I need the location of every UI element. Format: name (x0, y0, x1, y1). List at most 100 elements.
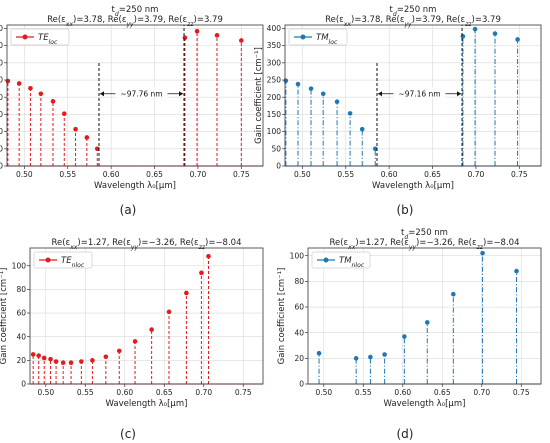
panel-label-c: (c) (120, 427, 136, 441)
legend-label: TEloc (38, 33, 58, 46)
x-tick-label: 0.75 (235, 388, 252, 397)
y-tick-label: 80 (294, 277, 304, 286)
chart-panel-a: ~97.76 nm 0.50 0.55 0.60 0.65 0.70 0.75 0 50 100 1… (0, 5, 264, 191)
stem-marker (460, 34, 466, 39)
stem-marker (451, 291, 456, 297)
plot-frame (284, 24, 542, 167)
stem-marker (424, 320, 430, 325)
chart-panel-d: 0.50 0.55 0.60 0.65 0.70 0.75 0 20 40 60 80 100 Wave… (277, 228, 542, 409)
stem-marker (90, 358, 95, 363)
stem-marker (295, 81, 301, 87)
y-tick-label: 150 (0, 110, 3, 119)
y-tick-label: 50 (271, 144, 281, 153)
stem-marker (359, 126, 365, 132)
stem-marker (60, 360, 66, 366)
y-tick-label: 60 (16, 309, 26, 318)
chart-title-line1: td=250 nm (401, 228, 448, 241)
stem-marker (514, 268, 519, 274)
chart-title-line2: Re(εxx)=3.78, Re(εyy)=3.79, Re(εzz)=3.79 (47, 15, 223, 28)
stem-marker (50, 99, 56, 104)
stem-marker (28, 85, 33, 91)
y-tick-label: 20 (16, 356, 26, 365)
x-tick-label: 0.60 (116, 388, 133, 397)
y-tick-label: 350 (267, 41, 282, 50)
legend-marker (323, 257, 329, 263)
plot-frame (29, 247, 264, 385)
chart-panel-c: 0.50 0.55 0.60 0.65 0.70 0.75 0 20 40 60 80 100 Wave… (0, 238, 264, 409)
y-tick-label: 150 (267, 110, 282, 119)
x-axis-label: Wavelength λ₀[μm] (94, 181, 176, 191)
stem-marker (308, 86, 314, 91)
stem-marker (353, 356, 359, 361)
stem-marker (36, 353, 41, 358)
y-tick-label: 300 (267, 58, 282, 67)
panel-label-b: (b) (397, 203, 414, 217)
stem-marker (283, 78, 289, 84)
chart-title-line2: Re(εxx)=3.78, Re(εyy)=3.79, Re(εzz)=3.79 (325, 15, 501, 28)
x-tick-label: 0.55 (355, 388, 372, 397)
stem-marker (132, 339, 138, 344)
chart-title-line2: Re(εxx)=1.27, Re(εyy)=−3.26, Re(εzz)=−8.… (51, 238, 241, 251)
x-tick-label: 0.75 (233, 170, 250, 179)
x-tick-label: 0.50 (294, 170, 311, 179)
plot-frame (307, 247, 542, 385)
y-tick-label: 350 (0, 41, 3, 50)
x-tick-label: 0.75 (513, 388, 530, 397)
plot-frame (6, 24, 264, 167)
y-tick-label: 50 (0, 144, 3, 153)
stem-marker (149, 327, 154, 332)
y-tick-label: 300 (0, 58, 3, 67)
stem-marker (372, 146, 378, 152)
legend-marker (45, 257, 51, 263)
stem-marker (382, 352, 387, 357)
stem-marker (103, 354, 109, 360)
y-tick-label: 200 (267, 93, 282, 102)
y-axis-label: Gain coefficient [cm⁻¹] (254, 47, 264, 144)
stem-marker (184, 290, 189, 296)
x-tick-label: 0.65 (434, 388, 451, 397)
stem-marker (214, 33, 220, 38)
annotation-arrow-head-right (179, 91, 184, 97)
legend-label: TMnloc (339, 256, 365, 269)
stem-marker (334, 99, 340, 104)
y-tick-label: 0 (299, 380, 304, 389)
stem-marker (492, 31, 498, 36)
legend-marker (22, 34, 28, 40)
legend-box (10, 28, 70, 46)
stem-marker (53, 359, 59, 364)
stem-marker (472, 26, 478, 32)
stem-marker (182, 35, 188, 41)
stem-marker (316, 350, 322, 356)
stem-marker (48, 356, 53, 362)
y-tick-label: 250 (0, 76, 3, 85)
y-tick-label: 80 (16, 285, 26, 294)
legend-label: TEnloc (61, 256, 85, 269)
y-tick-label: 400 (267, 24, 282, 33)
stem-marker (320, 91, 326, 97)
legend-box (33, 251, 93, 269)
stem-marker (166, 309, 172, 315)
stem-marker (94, 146, 100, 152)
stem-marker (194, 28, 200, 34)
y-tick-label: 40 (294, 328, 304, 337)
chart-title-line1: td=250 nm (112, 5, 159, 18)
y-tick-label: 60 (294, 303, 304, 312)
x-tick-label: 0.55 (337, 170, 354, 179)
x-tick-label: 0.65 (156, 388, 173, 397)
x-tick-label: 0.55 (59, 170, 76, 179)
x-axis-label: Wavelength λ₀[μm] (384, 399, 466, 409)
annotation-label: ~97.76 nm (120, 89, 162, 98)
annotation-label: ~97.16 nm (398, 89, 440, 98)
stem-marker (68, 360, 74, 366)
x-tick-label: 0.70 (468, 170, 485, 179)
x-tick-label: 0.75 (511, 170, 528, 179)
x-axis-label: Wavelength λ₀[μm] (372, 181, 454, 191)
stem-marker (5, 78, 11, 84)
y-axis-label: Gain coefficient [cm⁻¹] (277, 268, 287, 365)
y-tick-label: 100 (267, 127, 282, 136)
stem-marker (16, 81, 22, 86)
x-tick-label: 0.70 (190, 170, 207, 179)
stem-marker (73, 126, 78, 132)
y-tick-label: 0 (0, 162, 3, 171)
